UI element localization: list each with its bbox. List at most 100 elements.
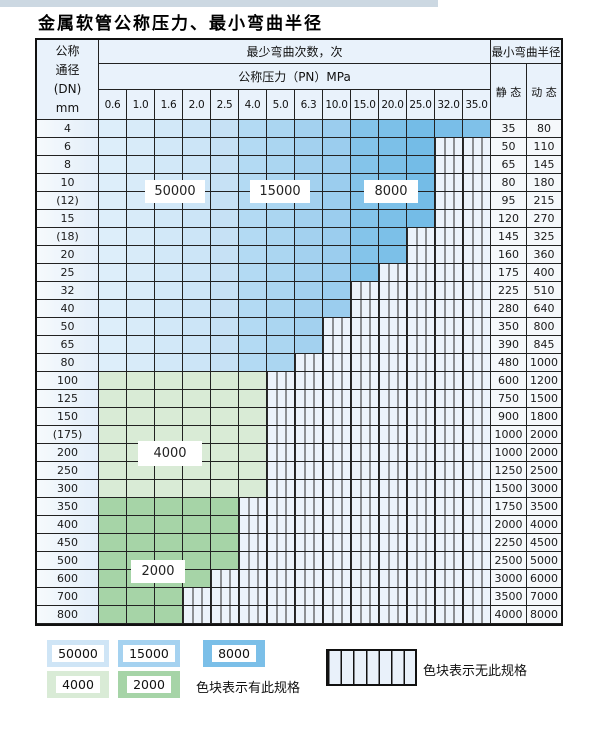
spec-available-cell [295,336,323,354]
spec-available-cell [99,300,127,318]
dn-cell: 6 [37,138,99,156]
no-spec-cell [463,354,491,372]
no-spec-cell [407,552,435,570]
no-spec-cell [407,498,435,516]
no-spec-cell [351,408,379,426]
dn-cell: 10 [37,174,99,192]
no-spec-cell [323,354,351,372]
dynamic-radius-cell: 4000 [527,516,561,534]
no-spec-cell [323,498,351,516]
no-spec-cell [323,588,351,606]
pressure-tick: 6.3 [295,90,323,120]
dn-cell: 50 [37,318,99,336]
no-spec-cell [463,228,491,246]
spec-available-cell [239,462,267,480]
spec-available-cell [183,336,211,354]
spec-available-cell [127,516,155,534]
spec-available-cell [323,174,351,192]
spec-available-cell [127,228,155,246]
spec-available-cell [267,264,295,282]
static-radius-cell: 160 [491,246,527,264]
no-spec-cell [463,372,491,390]
spec-available-cell [99,444,127,462]
no-spec-cell [379,588,407,606]
no-spec-cell [267,552,295,570]
no-spec-cell [351,444,379,462]
dynamic-radius-cell: 270 [527,210,561,228]
spec-available-cell [239,336,267,354]
spec-available-cell [127,498,155,516]
dn-cell: 200 [37,444,99,462]
no-spec-cell [379,462,407,480]
no-spec-cell [435,516,463,534]
spec-available-cell [99,570,127,588]
no-spec-cell [239,516,267,534]
spec-available-cell [407,210,435,228]
spec-available-cell [295,210,323,228]
spec-available-cell [211,282,239,300]
no-spec-cell [407,300,435,318]
spec-available-cell [239,228,267,246]
spec-available-cell [155,264,183,282]
spec-available-cell [323,282,351,300]
spec-available-cell [155,516,183,534]
pressure-tick: 32.0 [435,90,463,120]
no-spec-cell [295,444,323,462]
no-spec-cell [463,444,491,462]
pressure-tick: 5.0 [267,90,295,120]
legend-swatch-50000: 50000 [47,640,109,667]
no-spec-cell [435,588,463,606]
spec-available-cell [323,264,351,282]
dynamic-radius-cell: 400 [527,264,561,282]
spec-available-cell [267,210,295,228]
no-spec-cell [407,264,435,282]
no-spec-cell [463,300,491,318]
dn-cell: 300 [37,480,99,498]
table-row: 200 1000 2000 [37,444,561,462]
table-row: 300 1500 3000 [37,480,561,498]
dynamic-radius-cell: 80 [527,120,561,138]
static-radius-cell: 145 [491,228,527,246]
table-row: 500 2500 5000 [37,552,561,570]
table-row: 350 1750 3500 [37,498,561,516]
no-spec-cell [463,138,491,156]
no-spec-cell [463,192,491,210]
no-spec-cell [435,300,463,318]
spec-available-cell [323,300,351,318]
dn-cell: 20 [37,246,99,264]
spec-available-cell [239,282,267,300]
table-row: 125 750 1500 [37,390,561,408]
no-spec-cell [379,336,407,354]
no-spec-cell [435,408,463,426]
no-spec-cell [323,534,351,552]
no-spec-cell [463,210,491,228]
no-spec-cell [435,552,463,570]
dynamic-radius-cell: 640 [527,300,561,318]
table-row: 80 480 1000 [37,354,561,372]
spec-available-cell [99,246,127,264]
dynamic-radius-cell: 2500 [527,462,561,480]
spec-available-cell [295,228,323,246]
dn-cell: (175) [37,426,99,444]
spec-available-cell [155,138,183,156]
legend-swatch-value: 2000 [127,676,171,693]
no-spec-cell [267,372,295,390]
no-spec-cell [379,444,407,462]
no-spec-cell [267,426,295,444]
dynamic-radius-cell: 3000 [527,480,561,498]
spec-available-cell [211,426,239,444]
spec-available-cell [155,606,183,624]
legend-swatch-2000: 2000 [118,671,180,698]
spec-available-cell [99,552,127,570]
dynamic-radius-cell: 510 [527,282,561,300]
spec-available-cell [183,282,211,300]
spec-available-cell [239,210,267,228]
dynamic-radius-cell: 1500 [527,390,561,408]
no-spec-cell [323,336,351,354]
spec-available-cell [407,156,435,174]
legend-swatch-value: 4000 [56,676,100,693]
spec-available-cell [183,552,211,570]
spec-available-cell [211,210,239,228]
no-spec-cell [435,336,463,354]
spec-available-cell [99,588,127,606]
